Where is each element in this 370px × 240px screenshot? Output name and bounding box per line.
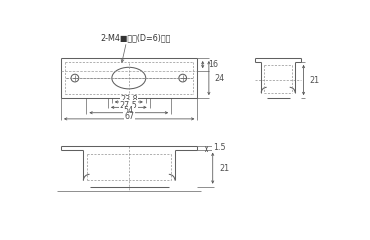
Text: 21: 21 (309, 76, 319, 84)
Text: 16: 16 (208, 60, 218, 69)
Text: 23.8: 23.8 (120, 95, 138, 104)
Text: 67: 67 (124, 112, 134, 121)
Text: 24: 24 (214, 74, 224, 83)
Text: 1.5: 1.5 (213, 143, 225, 152)
Text: 54: 54 (124, 106, 134, 115)
Text: 27.5: 27.5 (120, 101, 138, 109)
Text: 21: 21 (219, 164, 229, 173)
Text: 2-M4■ビス(D=6)用穴: 2-M4■ビス(D=6)用穴 (101, 34, 171, 42)
